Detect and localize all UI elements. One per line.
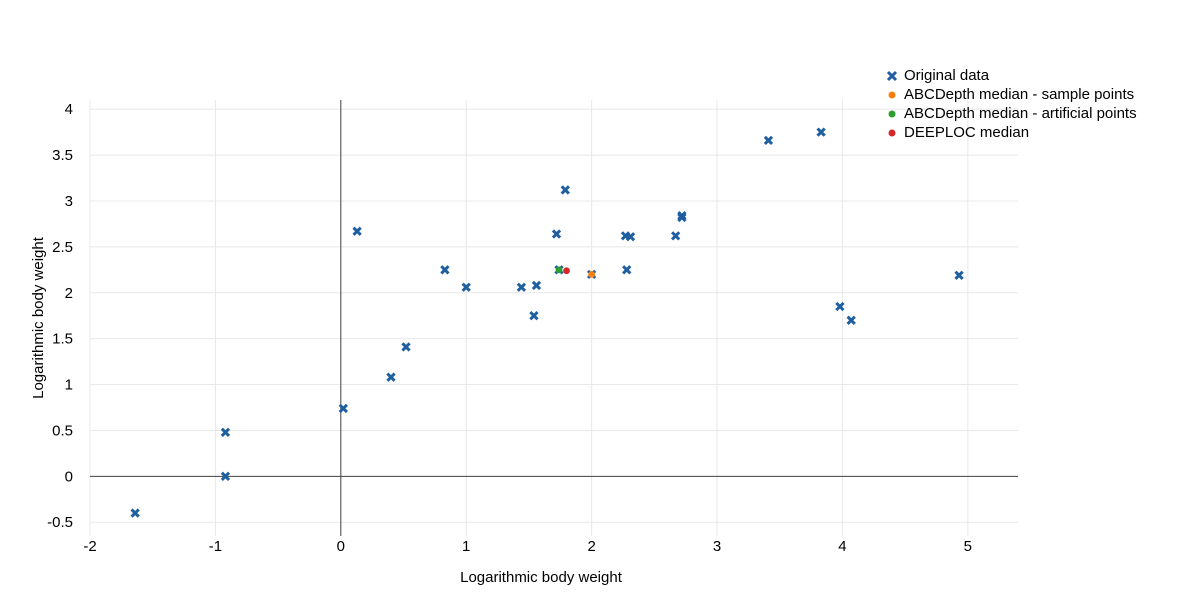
x-tick-label: 3: [713, 538, 721, 555]
data-points: [130, 127, 964, 518]
data-point-original: [461, 282, 471, 292]
legend-item-original-data[interactable]: Original data: [882, 66, 1137, 85]
data-point-original: [846, 315, 856, 325]
dot-marker-icon: [882, 106, 902, 122]
x-tick-label: 4: [838, 538, 846, 555]
y-tick-label: 2.5: [52, 239, 73, 256]
x-marker-icon: [882, 68, 902, 84]
data-point-original: [560, 185, 570, 195]
data-point-original: [386, 372, 396, 382]
y-tick-label: 1.5: [52, 331, 73, 348]
y-tick-label: -0.5: [47, 514, 73, 531]
data-point-median-3: [563, 267, 570, 275]
data-point-original: [763, 135, 774, 146]
data-point-original: [220, 471, 231, 481]
y-tick-label: 4: [65, 101, 73, 118]
data-point-original: [625, 232, 636, 242]
data-point-original: [677, 210, 687, 221]
data-point-original: [529, 311, 539, 321]
legend-label: DEEPLOC median: [904, 124, 1030, 141]
x-axis-label: Logarithmic body weight: [460, 569, 623, 586]
x-tick-label: 0: [337, 538, 345, 555]
legend-item-abcdepth-artificial[interactable]: ABCDepth median - artificial points: [882, 104, 1137, 123]
data-point-original: [622, 265, 632, 275]
data-point-original: [551, 229, 562, 239]
legend-label: ABCDepth median - sample points: [904, 86, 1135, 103]
data-point-original: [440, 265, 450, 275]
data-point-original: [352, 226, 362, 236]
y-tick-label: 3: [65, 193, 73, 210]
data-point-original: [816, 127, 826, 137]
x-tick-label: 2: [587, 538, 595, 555]
x-tick-label: -1: [209, 538, 222, 555]
dot-marker-icon: [882, 87, 902, 103]
y-tick-label: 1: [65, 377, 73, 394]
y-tick-label: 3.5: [52, 147, 73, 164]
data-point-original: [531, 280, 542, 291]
legend: Original data ABCDepth median - sample p…: [882, 66, 1137, 142]
y-tick-label: 0.5: [52, 422, 73, 439]
legend-item-deeploc-median[interactable]: DEEPLOC median: [882, 123, 1137, 142]
data-point-original: [220, 427, 231, 437]
x-tick-label: 1: [462, 538, 470, 555]
data-point-original: [338, 403, 348, 414]
data-point-median-1: [588, 271, 596, 278]
data-point-original: [954, 270, 964, 280]
y-axis-ticks: -0.5 0 0.5 1 1.5 2 2.5 3 3.5 4: [47, 101, 73, 531]
data-point-original: [670, 231, 681, 241]
grid: [89, 100, 1018, 536]
legend-label: Original data: [904, 67, 990, 84]
data-point-original: [835, 301, 845, 312]
y-tick-label: 0: [65, 468, 73, 485]
data-point-median-2: [555, 266, 563, 274]
legend-item-abcdepth-sample[interactable]: ABCDepth median - sample points: [882, 85, 1137, 104]
data-point-original: [401, 342, 411, 352]
y-tick-label: 2: [65, 285, 73, 302]
x-tick-label: 5: [964, 538, 972, 555]
dot-marker-icon: [882, 125, 902, 141]
legend-label: ABCDepth median - artificial points: [904, 105, 1137, 122]
y-axis-label: Logarithmic body weight: [30, 236, 47, 399]
x-tick-label: -2: [83, 538, 96, 555]
data-point-original: [516, 282, 527, 292]
data-point-original: [130, 508, 140, 518]
axes: [90, 100, 1018, 536]
x-axis-ticks: -2 -1 0 1 2 3 4 5: [83, 538, 972, 555]
